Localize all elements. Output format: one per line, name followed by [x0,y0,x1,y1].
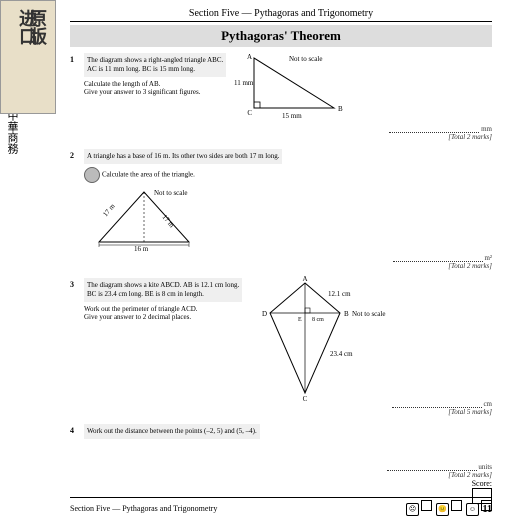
q1-box: The diagram shows a right-angled triangl… [84,53,226,77]
svg-text:C: C [303,395,308,403]
svg-text:23.4 cm: 23.4 cm [330,350,353,358]
q1-number: 1 [70,55,74,64]
svg-text:Not to scale: Not to scale [289,55,322,63]
q4-number: 4 [70,426,74,435]
page-title: Pythagoras' Theorem [70,25,492,47]
svg-text:C: C [248,109,253,117]
q3-diagram: A B C D E 12.1 cm 8 cm 23.4 cm Not to sc… [250,278,400,398]
svg-text:Not to scale: Not to scale [154,189,187,197]
q2-diagram: Not to scale 17 m 17 m 16 m [84,187,214,252]
face-happy-icon: ☺ [466,503,479,516]
q2-number: 2 [70,151,74,160]
svg-text:17 m: 17 m [160,213,176,229]
question-3: 3 The diagram shows a kite ABCD. AB is 1… [70,278,492,416]
svg-text:11 mm: 11 mm [234,79,254,87]
q3-number: 3 [70,280,74,289]
svg-text:D: D [262,310,267,318]
svg-text:B: B [338,105,343,113]
calc-icon [84,167,100,183]
face-neutral-icon: 😐 [436,503,449,516]
svg-text:A: A [247,53,252,61]
svg-text:E: E [298,317,302,323]
svg-text:12.1 cm: 12.1 cm [328,290,351,298]
page-footer: Section Five — Pythagoras and Trigonomet… [70,497,492,516]
svg-text:B: B [344,310,349,318]
import-badge: 进口 原版 [0,0,56,114]
face-sad-icon: ☹ [406,503,419,516]
svg-text:17 m: 17 m [101,202,117,218]
svg-text:8 cm: 8 cm [312,317,324,323]
badge-mark: 中華商務 [4,110,20,154]
face-icons: ☹ 😐 ☺ [404,500,492,516]
page: Section Five — Pythagoras and Trigonomet… [0,0,520,479]
question-1: 1 The diagram shows a right-angled trian… [70,53,492,141]
question-4: 4 Work out the distance between the poin… [70,424,492,479]
svg-text:Not to scale: Not to scale [352,310,385,318]
badge-en-text: 原版 [24,9,50,45]
question-2: 2 A triangle has a base of 16 m. Its oth… [70,149,492,270]
q1-diagram: A B C 11 mm 15 mm Not to scale [234,53,374,123]
svg-text:15 mm: 15 mm [282,112,302,120]
svg-text:A: A [303,275,308,283]
svg-text:16 m: 16 m [134,245,149,253]
section-header: Section Five — Pythagoras and Trigonomet… [70,8,492,22]
